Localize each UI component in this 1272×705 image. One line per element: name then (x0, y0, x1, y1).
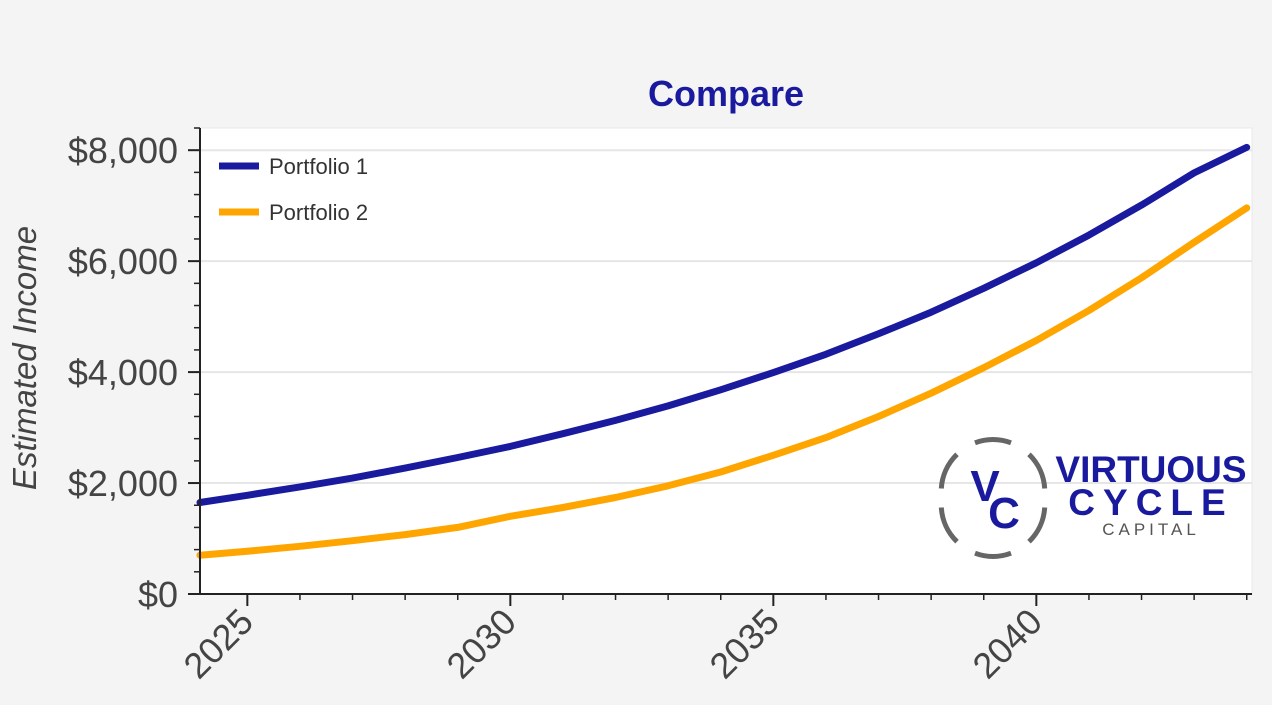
y-axis-label: Estimated Income (6, 226, 43, 490)
legend-label-portfolio-1: Portfolio 1 (269, 154, 368, 179)
series-line-portfolio-1 (196, 143, 1251, 506)
x-tick-label: 2030 (438, 601, 524, 687)
legend-label-portfolio-2: Portfolio 2 (269, 200, 368, 225)
legend: Portfolio 1 Portfolio 2 (219, 154, 368, 225)
brand-logo: V C VIRTUOUS CYCLE CAPITAL (938, 437, 1247, 559)
y-tick-label: $8,000 (68, 130, 178, 171)
y-tick-label: $4,000 (68, 352, 178, 393)
y-tick-label: $6,000 (68, 241, 178, 282)
logo-monogram-v: V (970, 462, 1000, 511)
series-line-portfolio-2 (196, 204, 1251, 559)
logo-line-virtuous: VIRTUOUS (1055, 449, 1246, 490)
logo-monogram-c: C (988, 489, 1020, 538)
axes (188, 127, 1252, 606)
x-tick-label: 2040 (964, 601, 1050, 687)
logo-line-cycle: CYCLE (1068, 482, 1233, 523)
x-tick-label: 2035 (701, 601, 787, 687)
chart-title: Compare (648, 73, 804, 114)
y-tick-label: $2,000 (68, 463, 178, 504)
logo-ring-icon (938, 437, 1048, 559)
series-layer (196, 143, 1251, 559)
x-tick-label: 2025 (175, 601, 261, 687)
grid-lines (200, 149, 1252, 485)
plot-background (199, 127, 1253, 595)
y-tick-label: $0 (138, 574, 178, 615)
logo-line-capital: CAPITAL (1102, 520, 1200, 539)
